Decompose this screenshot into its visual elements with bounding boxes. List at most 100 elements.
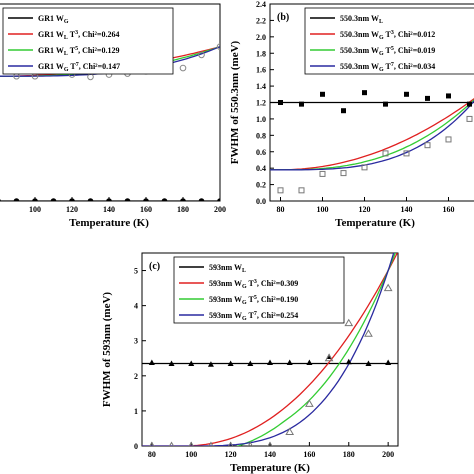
open-data-point (285, 427, 295, 435)
fit-curve-T3 (270, 97, 474, 171)
legend-entry: GR1 WG (38, 14, 69, 25)
y-axis-label: FWHM of 550.3nm (meV) (229, 40, 241, 164)
open-data-point (344, 318, 354, 327)
legend-entry-sup: 7 (391, 62, 394, 68)
flat-data-point (161, 198, 168, 201)
legend-entry-sup: 3 (391, 30, 394, 36)
flat-data-point (124, 198, 131, 201)
legend-entry: 550.3nm WL (340, 14, 383, 25)
flat-data-point (180, 198, 186, 201)
y-tick-label: 0.0 (256, 197, 266, 206)
open-data-point (382, 150, 389, 157)
legend-entry-main: 550.3nm W (340, 62, 379, 71)
legend-entry-main: 593nm W (209, 279, 242, 288)
x-tick-label: 160 (443, 205, 455, 214)
x-tick-label: 140 (401, 205, 413, 214)
legend-entry-sup: 5 (75, 46, 78, 52)
legend-entry-sub: G (379, 35, 384, 41)
open-data-point (168, 441, 175, 446)
panel-label: (c) (149, 261, 160, 272)
flat-data-point (106, 198, 112, 201)
open-data-point (277, 187, 284, 194)
open-data-point (247, 441, 253, 446)
legend-entry-sub: G (379, 51, 384, 57)
flat-data-point (0, 199, 1, 201)
flat-data-point (227, 360, 234, 367)
legend-entry-main: 550.3nm W (340, 14, 379, 23)
flat-data-point (207, 361, 214, 367)
flat-data-point (362, 90, 367, 96)
fit-curve-T7 (142, 253, 395, 446)
open-data-point (361, 164, 368, 171)
legend-entry: 593nm WL (209, 263, 246, 274)
legend-entry: GR1 WL T5, Chi²=0.129 (38, 46, 119, 57)
x-tick-label: 100 (29, 205, 41, 214)
flat-data-point (286, 359, 293, 365)
y-tick-label: 2 (134, 372, 138, 381)
flat-data-point (320, 91, 325, 97)
legend-entry-mid: T (247, 295, 255, 304)
fit-curve-T5 (236, 253, 396, 446)
x-tick-label: 80 (277, 205, 285, 214)
flat-data-point (278, 100, 283, 105)
legend-box (304, 7, 474, 75)
legend-entry-sup: 5 (391, 46, 394, 52)
legend-entry-tail: , Chi²=0.254 (257, 311, 298, 320)
flat-data-point (341, 108, 346, 114)
flat-data-point (404, 91, 409, 97)
y-tick-label: 4 (134, 302, 138, 311)
x-tick-label: 140 (264, 450, 276, 459)
open-data-point (149, 441, 155, 446)
legend-entry-sub: G (64, 19, 69, 25)
panel-2: 80 100 120 140 160 180 200 0 1 2 3 4 5 Temperature (K… (101, 252, 399, 474)
open-data-point (208, 441, 214, 446)
legend-entry-sub: L (242, 268, 246, 274)
legend-entry-sub: G (242, 300, 247, 306)
y-tick-label: 1.2 (256, 99, 266, 108)
open-data-point (383, 283, 393, 292)
legend-entry-tail: , Chi²=0.264 (78, 30, 119, 39)
legend-entry-sup: 3 (75, 30, 78, 36)
legend-entry-main: 550.3nm W (340, 30, 379, 39)
plot-area (142, 253, 398, 446)
flat-data-point (69, 198, 75, 201)
legend-entry-sub: G (64, 67, 69, 73)
flat-data-point (299, 101, 304, 107)
open-data-point (466, 115, 473, 122)
flat-data-point (188, 360, 195, 367)
flat-data-point (50, 198, 57, 201)
legend-entry-main: GR1 W (38, 14, 64, 23)
flat-data-point (306, 359, 313, 365)
legend-entry: 593nm WG T5, Chi²=0.190 (209, 295, 298, 306)
panel-1: 80 100 120 140 160 0.0 0.2 0.4 0.6 0.8 1.0 1.2 1.4 1.… (229, 0, 474, 229)
legend-entry-tail: , Chi²=0.147 (79, 62, 120, 71)
x-tick-label: 200 (382, 450, 394, 459)
legend-box (173, 256, 345, 324)
panel-label: (b) (277, 12, 289, 23)
open-data-point (424, 142, 431, 149)
y-tick-label: 2.2 (256, 16, 266, 25)
open-data-point (198, 51, 205, 59)
x-tick-label: 140 (103, 205, 115, 214)
legend-entry-main: 550.3nm W (340, 46, 379, 55)
y-tick-label: 2.0 (256, 33, 266, 42)
open-data-point (319, 170, 326, 177)
y-tick-label: 0.6 (256, 148, 266, 157)
flat-data-point (267, 359, 273, 365)
legend-entry-mid: T (247, 311, 255, 320)
fit-curve-T3 (142, 253, 398, 446)
open-data-point (403, 150, 410, 157)
legend-entry: GR1 WL T3, Chi²=0.264 (38, 30, 119, 41)
flat-data-point (446, 93, 451, 99)
open-data-point (298, 187, 305, 194)
y-tick-label: 1.4 (256, 82, 266, 91)
legend-entry-tail: , Chi²=0.190 (257, 295, 298, 304)
legend-entry-mid: T (384, 30, 392, 39)
open-data-point (364, 329, 373, 337)
y-tick-label: 0.2 (256, 181, 266, 190)
x-tick-label: 180 (177, 205, 189, 214)
